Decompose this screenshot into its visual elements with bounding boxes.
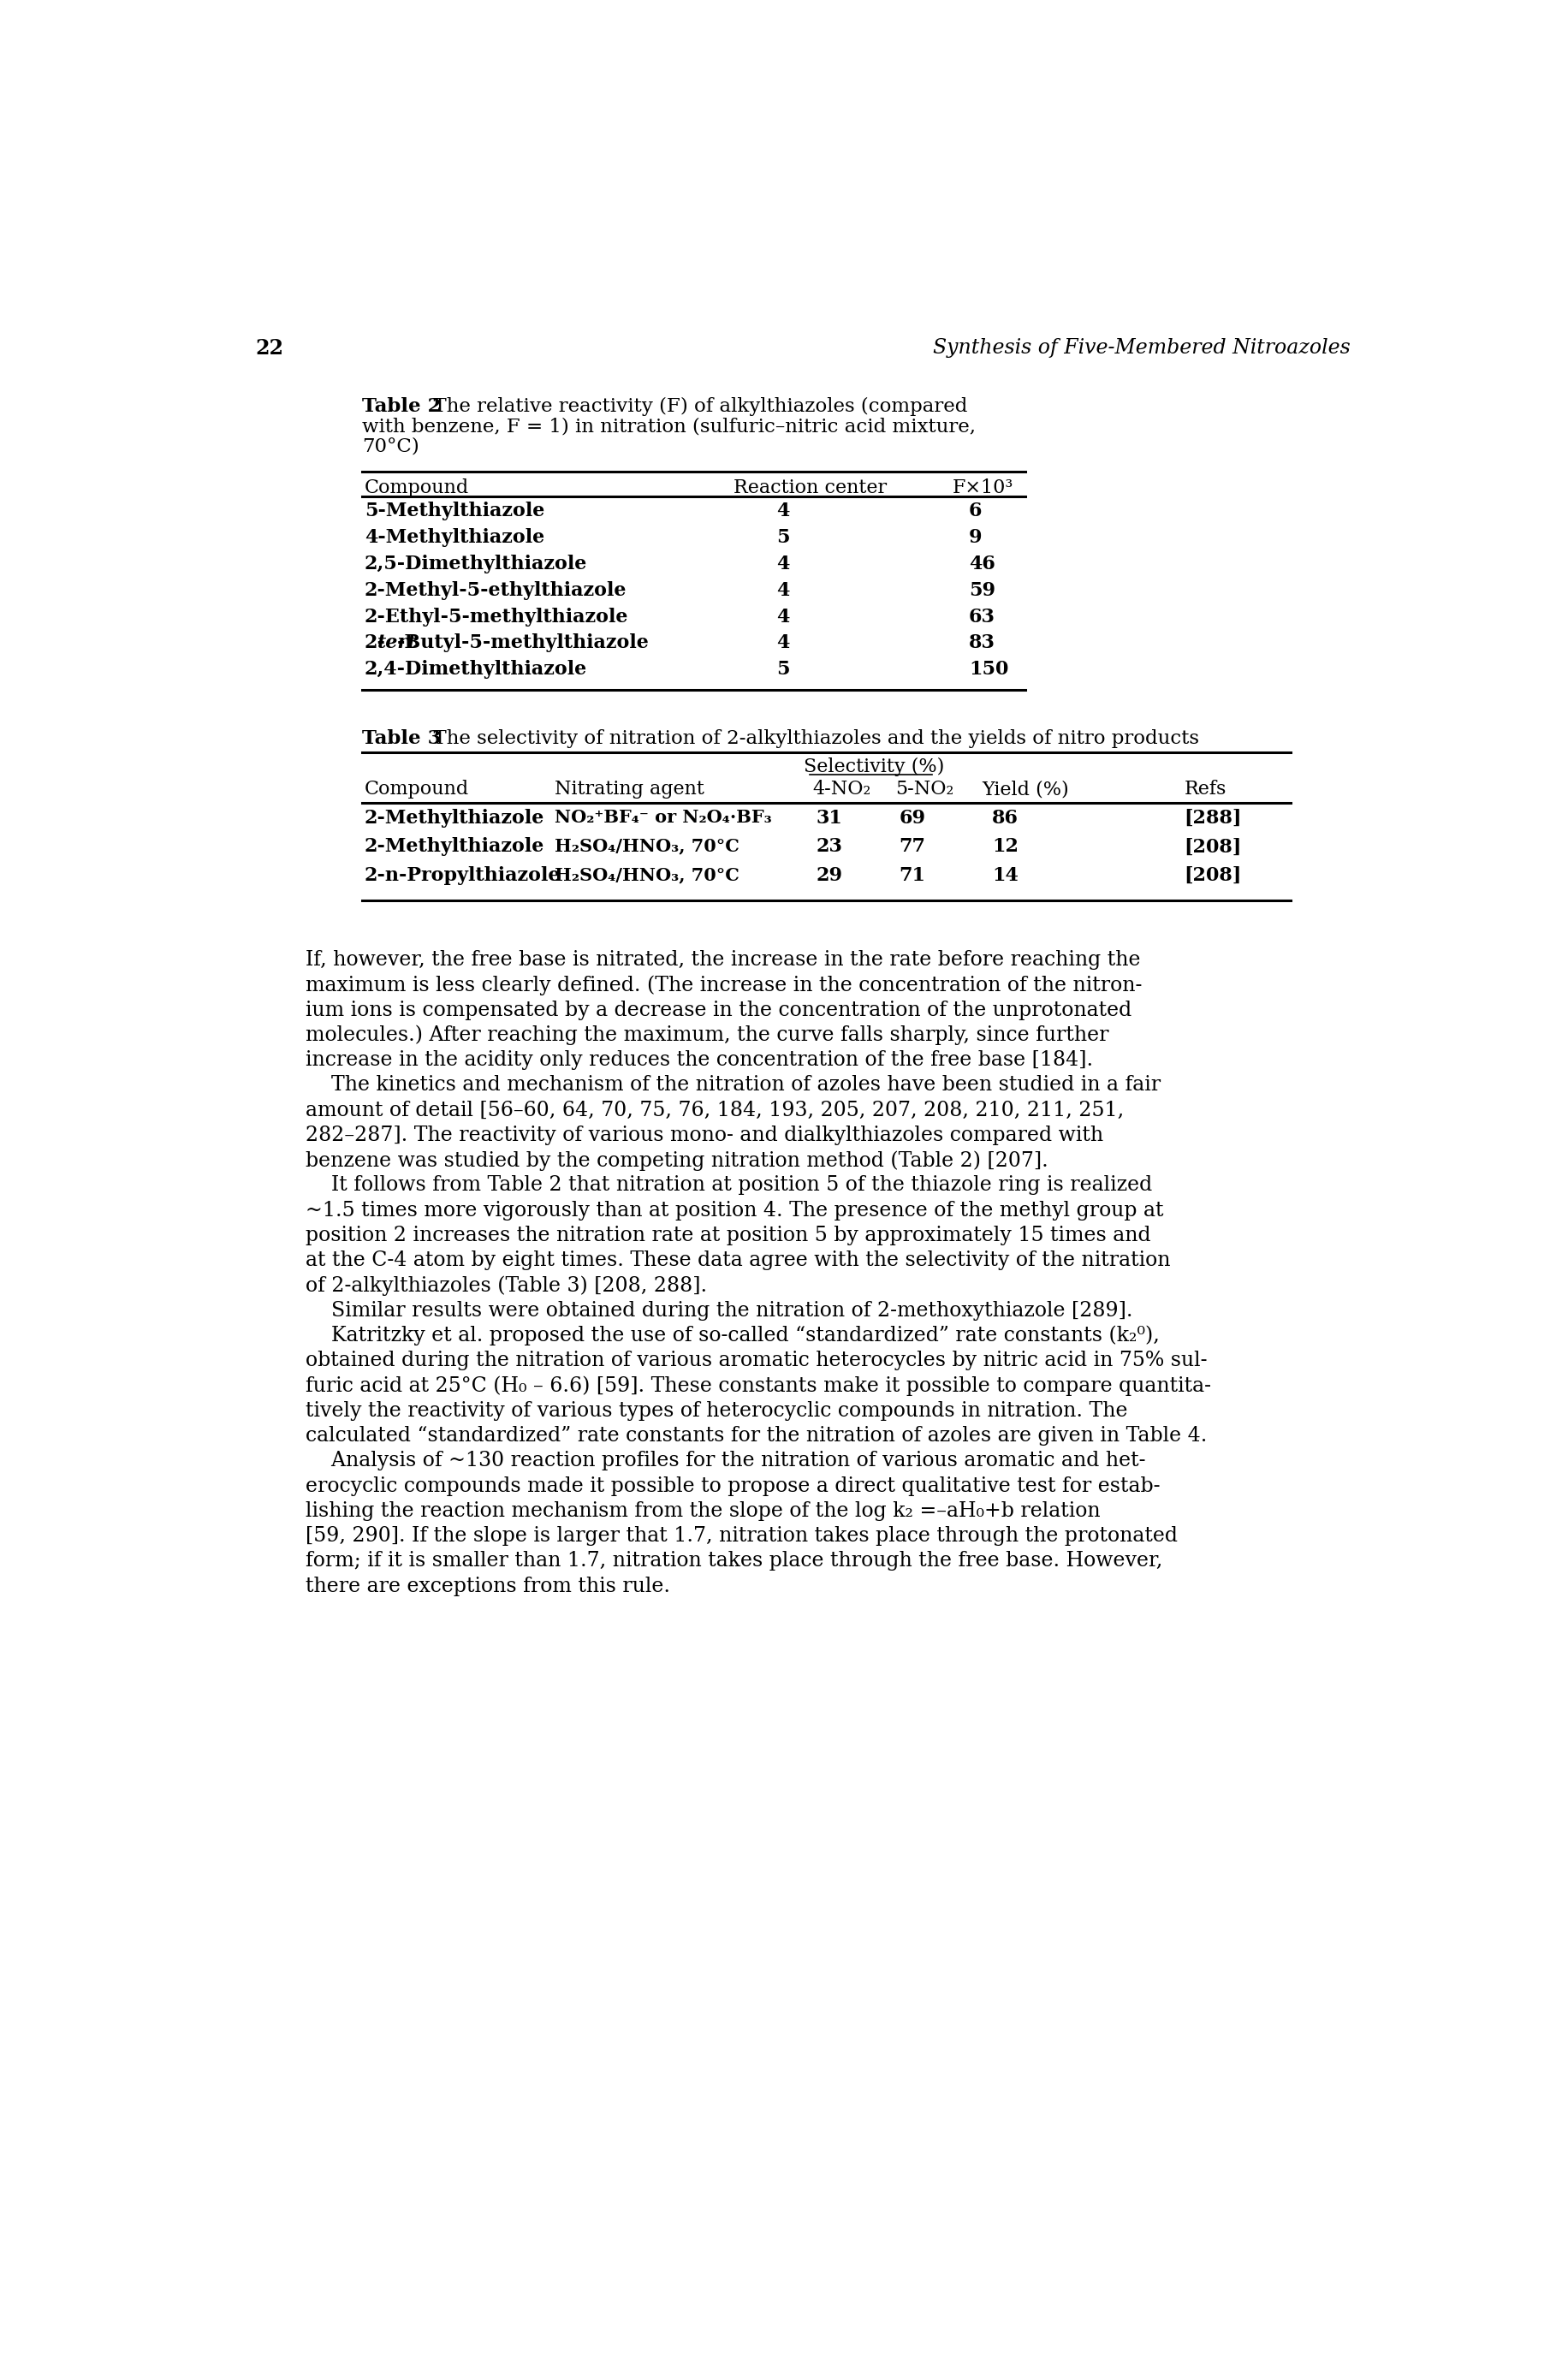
Text: H₂SO₄/HNO₃, 70°C: H₂SO₄/HNO₃, 70°C bbox=[554, 836, 739, 855]
Text: [288]: [288] bbox=[1184, 808, 1242, 827]
Text: 23: 23 bbox=[817, 836, 842, 855]
Text: 70°C): 70°C) bbox=[362, 437, 419, 456]
Text: 4: 4 bbox=[776, 634, 790, 653]
Text: 6: 6 bbox=[969, 501, 982, 520]
Text: ~1.5 times more vigorously than at position 4. The presence of the methyl group : ~1.5 times more vigorously than at posit… bbox=[306, 1200, 1163, 1221]
Text: Similar results were obtained during the nitration of 2-methoxythiazole [289].: Similar results were obtained during the… bbox=[306, 1300, 1132, 1321]
Text: 5-Methylthiazole: 5-Methylthiazole bbox=[364, 501, 544, 520]
Text: 69: 69 bbox=[898, 808, 925, 827]
Text: 4: 4 bbox=[776, 501, 790, 520]
Text: 9: 9 bbox=[969, 527, 982, 546]
Text: The selectivity of nitration of 2-alkylthiazoles and the yields of nitro product: The selectivity of nitration of 2-alkylt… bbox=[422, 729, 1200, 748]
Text: 59: 59 bbox=[969, 582, 996, 599]
Text: amount of detail [56–60, 64, 70, 75, 76, 184, 193, 205, 207, 208, 210, 211, 251,: amount of detail [56–60, 64, 70, 75, 76,… bbox=[306, 1100, 1124, 1119]
Text: 46: 46 bbox=[969, 554, 996, 573]
Text: 83: 83 bbox=[969, 634, 996, 653]
Text: Table 3: Table 3 bbox=[362, 729, 441, 748]
Text: Yield (%): Yield (%) bbox=[982, 779, 1069, 798]
Text: Compound: Compound bbox=[364, 478, 469, 497]
Text: 4: 4 bbox=[776, 554, 790, 573]
Text: The kinetics and mechanism of the nitration of azoles have been studied in a fai: The kinetics and mechanism of the nitrat… bbox=[306, 1076, 1160, 1095]
Text: 2-Ethyl-5-methylthiazole: 2-Ethyl-5-methylthiazole bbox=[364, 608, 629, 627]
Text: furic acid at 25°C (H₀ – 6.6) [59]. These constants make it possible to compare : furic acid at 25°C (H₀ – 6.6) [59]. Thes… bbox=[306, 1376, 1210, 1397]
Text: 2-: 2- bbox=[364, 634, 386, 653]
Text: 5: 5 bbox=[776, 527, 790, 546]
Text: ium ions is compensated by a decrease in the concentration of the unprotonated: ium ions is compensated by a decrease in… bbox=[306, 1000, 1132, 1019]
Text: Selectivity (%): Selectivity (%) bbox=[804, 758, 944, 777]
Text: 2,4-Dimethylthiazole: 2,4-Dimethylthiazole bbox=[364, 661, 588, 680]
Text: 4: 4 bbox=[776, 608, 790, 627]
Text: 4-Methylthiazole: 4-Methylthiazole bbox=[364, 527, 544, 546]
Text: 86: 86 bbox=[993, 808, 1019, 827]
Text: 4-NO₂: 4-NO₂ bbox=[812, 779, 872, 798]
Text: [208]: [208] bbox=[1184, 867, 1242, 886]
Text: Synthesis of Five-Membered Nitroazoles: Synthesis of Five-Membered Nitroazoles bbox=[933, 337, 1350, 356]
Text: Table 2: Table 2 bbox=[362, 397, 441, 416]
Text: -Butyl-5-methylthiazole: -Butyl-5-methylthiazole bbox=[397, 634, 649, 653]
Text: at the C-4 atom by eight times. These data agree with the selectivity of the nit: at the C-4 atom by eight times. These da… bbox=[306, 1250, 1170, 1271]
Text: there are exceptions from this rule.: there are exceptions from this rule. bbox=[306, 1575, 670, 1597]
Text: 2,5-Dimethylthiazole: 2,5-Dimethylthiazole bbox=[364, 554, 588, 573]
Text: maximum is less clearly defined. (The increase in the concentration of the nitro: maximum is less clearly defined. (The in… bbox=[306, 974, 1142, 996]
Text: erocyclic compounds made it possible to propose a direct qualitative test for es: erocyclic compounds made it possible to … bbox=[306, 1475, 1160, 1497]
Text: lishing the reaction mechanism from the slope of the log k₂ =–aH₀+b relation: lishing the reaction mechanism from the … bbox=[306, 1502, 1101, 1521]
Text: 29: 29 bbox=[817, 867, 842, 886]
Text: 2-Methyl-5-ethylthiazole: 2-Methyl-5-ethylthiazole bbox=[364, 582, 627, 599]
Text: calculated “standardized” rate constants for the nitration of azoles are given i: calculated “standardized” rate constants… bbox=[306, 1426, 1207, 1445]
Text: obtained during the nitration of various aromatic heterocycles by nitric acid in: obtained during the nitration of various… bbox=[306, 1352, 1207, 1371]
Text: Reaction center: Reaction center bbox=[734, 478, 886, 497]
Text: 77: 77 bbox=[898, 836, 925, 855]
Text: 2-Methylthiazole: 2-Methylthiazole bbox=[364, 808, 544, 827]
Text: [208]: [208] bbox=[1184, 836, 1242, 855]
Text: F×10³: F×10³ bbox=[952, 478, 1013, 497]
Text: H₂SO₄/HNO₃, 70°C: H₂SO₄/HNO₃, 70°C bbox=[554, 867, 739, 884]
Text: 31: 31 bbox=[817, 808, 842, 827]
Text: 4: 4 bbox=[776, 582, 790, 599]
Text: Nitrating agent: Nitrating agent bbox=[554, 779, 704, 798]
Text: Analysis of ~130 reaction profiles for the nitration of various aromatic and het: Analysis of ~130 reaction profiles for t… bbox=[306, 1452, 1146, 1471]
Text: [59, 290]. If the slope is larger that 1.7, nitration takes place through the pr: [59, 290]. If the slope is larger that 1… bbox=[306, 1525, 1178, 1547]
Text: increase in the acidity only reduces the concentration of the free base [184].: increase in the acidity only reduces the… bbox=[306, 1050, 1093, 1069]
Text: of 2-alkylthiazoles (Table 3) [208, 288].: of 2-alkylthiazoles (Table 3) [208, 288]… bbox=[306, 1276, 707, 1295]
Text: 2-n-Propylthiazole: 2-n-Propylthiazole bbox=[364, 867, 561, 886]
Text: 71: 71 bbox=[898, 867, 925, 886]
Text: It follows from Table 2 that nitration at position 5 of the thiazole ring is rea: It follows from Table 2 that nitration a… bbox=[306, 1176, 1152, 1195]
Text: 5-NO₂: 5-NO₂ bbox=[895, 779, 955, 798]
Text: benzene was studied by the competing nitration method (Table 2) [207].: benzene was studied by the competing nit… bbox=[306, 1150, 1047, 1171]
Text: NO₂⁺BF₄⁻ or N₂O₄·BF₃: NO₂⁺BF₄⁻ or N₂O₄·BF₃ bbox=[554, 808, 771, 824]
Text: 14: 14 bbox=[993, 867, 1018, 886]
Text: 150: 150 bbox=[969, 661, 1008, 680]
Text: 63: 63 bbox=[969, 608, 996, 627]
Text: 22: 22 bbox=[256, 337, 284, 359]
Text: 2-Methylthiazole: 2-Methylthiazole bbox=[364, 836, 544, 855]
Text: tert: tert bbox=[376, 634, 417, 653]
Text: molecules.) After reaching the maximum, the curve falls sharply, since further: molecules.) After reaching the maximum, … bbox=[306, 1024, 1109, 1045]
Text: 12: 12 bbox=[993, 836, 1019, 855]
Text: tively the reactivity of various types of heterocyclic compounds in nitration. T: tively the reactivity of various types o… bbox=[306, 1402, 1127, 1421]
Text: 282–287]. The reactivity of various mono- and dialkylthiazoles compared with: 282–287]. The reactivity of various mono… bbox=[306, 1126, 1104, 1145]
Text: Refs: Refs bbox=[1184, 779, 1226, 798]
Text: Compound: Compound bbox=[364, 779, 469, 798]
Text: The relative reactivity (F) of alkylthiazoles (compared: The relative reactivity (F) of alkylthia… bbox=[422, 397, 967, 416]
Text: If, however, the free base is nitrated, the increase in the rate before reaching: If, however, the free base is nitrated, … bbox=[306, 950, 1140, 969]
Text: form; if it is smaller than 1.7, nitration takes place through the free base. Ho: form; if it is smaller than 1.7, nitrati… bbox=[306, 1552, 1162, 1571]
Text: position 2 increases the nitration rate at position 5 by approximately 15 times : position 2 increases the nitration rate … bbox=[306, 1226, 1151, 1245]
Text: 5: 5 bbox=[776, 661, 790, 680]
Text: Katritzky et al. proposed the use of so-called “standardized” rate constants (k₂: Katritzky et al. proposed the use of so-… bbox=[306, 1326, 1159, 1345]
Text: with benzene, F = 1) in nitration (sulfuric–nitric acid mixture,: with benzene, F = 1) in nitration (sulfu… bbox=[362, 416, 975, 435]
